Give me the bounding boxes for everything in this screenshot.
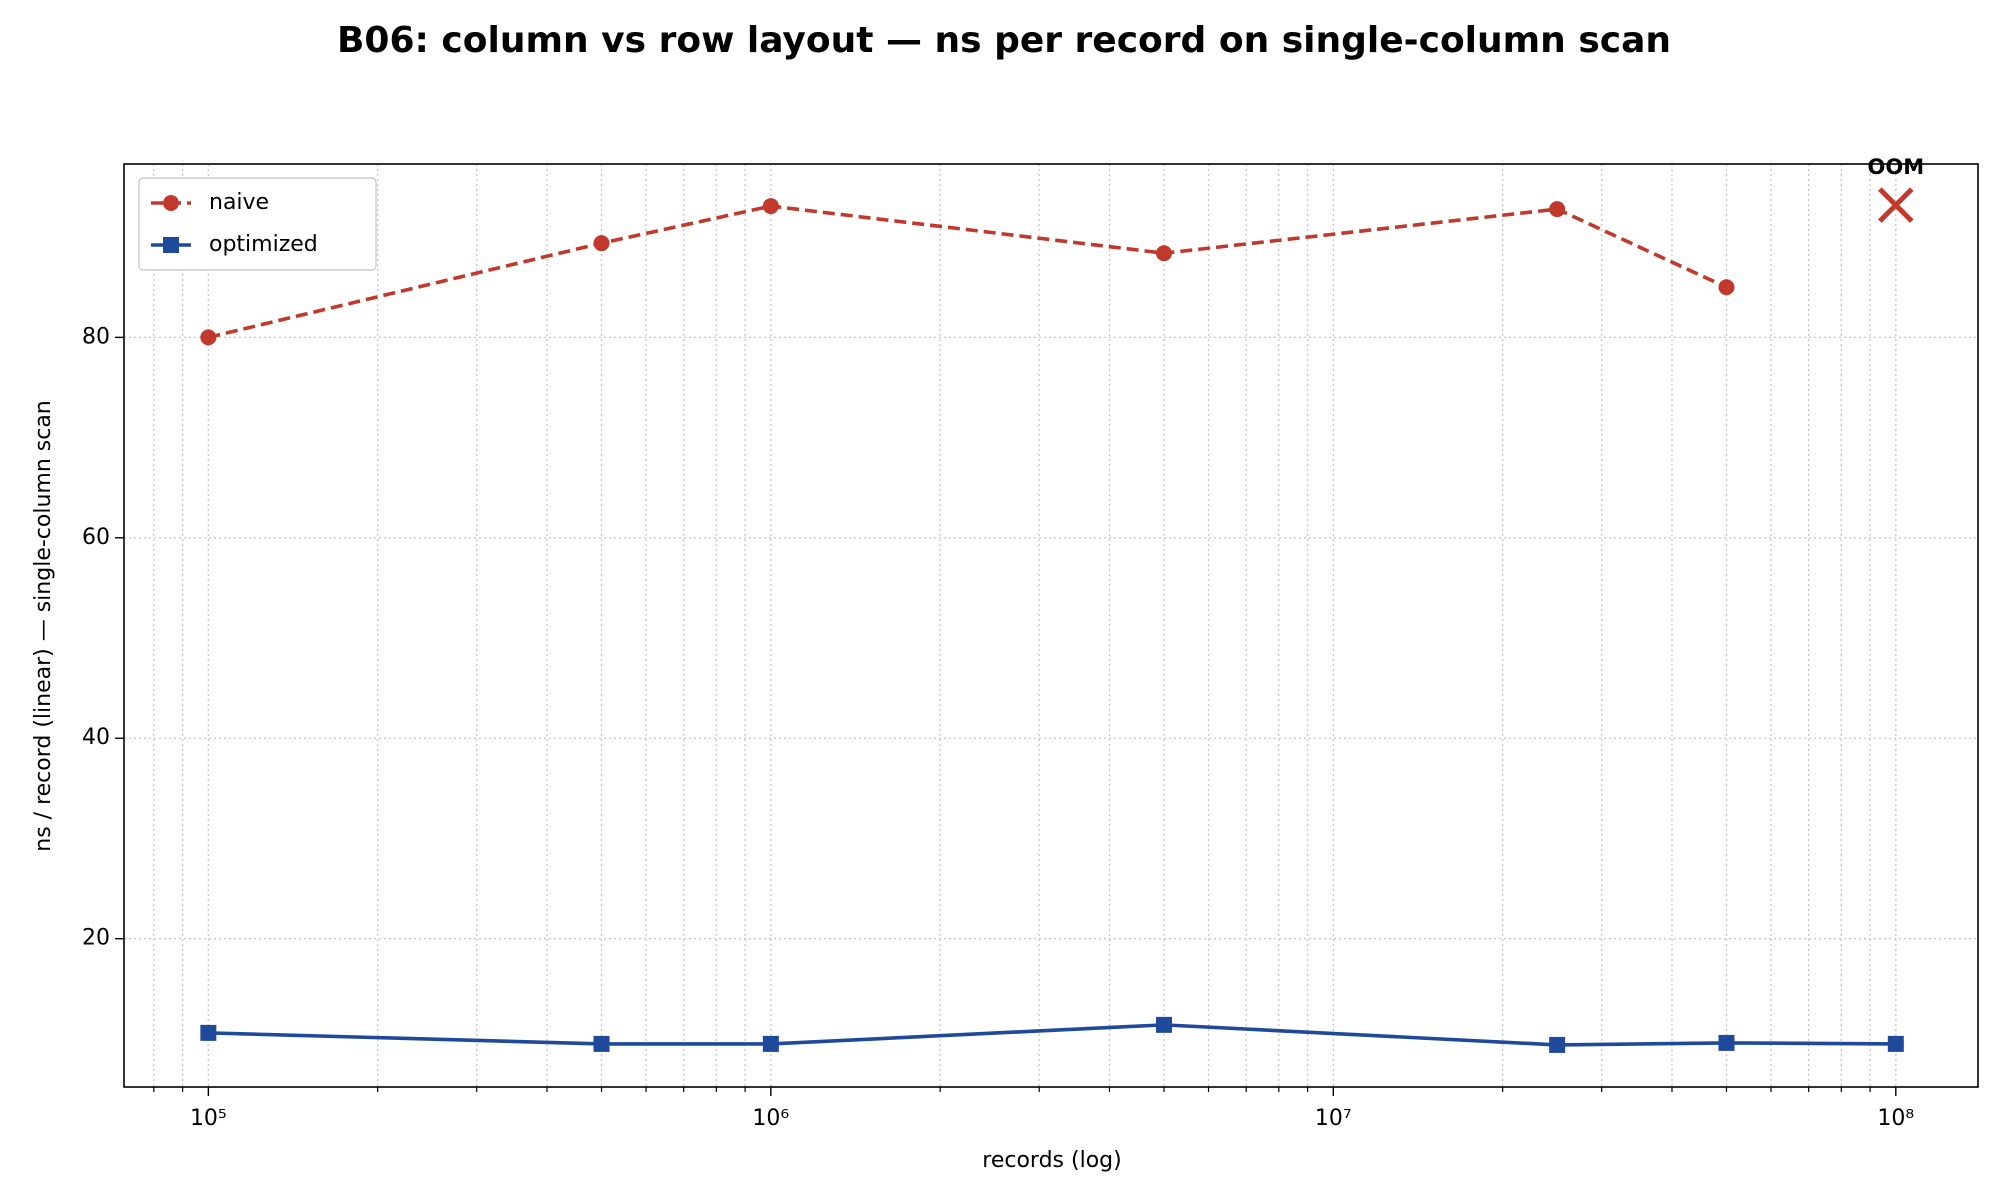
point — [200, 1024, 217, 1041]
y-tick-label: 60 — [82, 525, 110, 550]
point — [1549, 201, 1566, 218]
x-tick-label: 10⁸ — [1877, 1106, 1914, 1131]
point — [762, 198, 779, 215]
point — [1155, 245, 1172, 262]
y-tick-label: 40 — [82, 725, 110, 750]
point — [1718, 1034, 1735, 1051]
x-tick-label: 10⁶ — [752, 1106, 789, 1131]
point — [593, 235, 610, 252]
legend-box — [138, 177, 377, 271]
point — [1887, 1035, 1904, 1052]
legend-marker — [163, 195, 179, 211]
point — [593, 1035, 610, 1052]
legend-label: naive — [209, 190, 269, 215]
point — [1155, 1016, 1172, 1033]
x-tick-label: 10⁷ — [1315, 1106, 1352, 1131]
legend-marker — [163, 237, 179, 253]
point — [1718, 279, 1735, 296]
plot-frame — [123, 163, 1979, 1088]
annotation: OOM — [1868, 155, 1925, 179]
y-tick-label: 20 — [82, 926, 110, 951]
y-axis-label: ns / record (linear) — single-column sca… — [31, 400, 56, 851]
x-axis-label: records (log) — [982, 1148, 1121, 1173]
x-tick-label: 10⁵ — [190, 1106, 227, 1131]
series-line — [207, 204, 1728, 340]
point — [1549, 1036, 1566, 1053]
chart-title: B06: column vs row layout — ns per recor… — [337, 20, 1671, 61]
y-tick-label: 80 — [82, 324, 110, 349]
oom-marker — [1878, 187, 1914, 223]
legend-label: optimized — [209, 232, 318, 257]
point — [762, 1035, 779, 1052]
point — [200, 329, 217, 346]
